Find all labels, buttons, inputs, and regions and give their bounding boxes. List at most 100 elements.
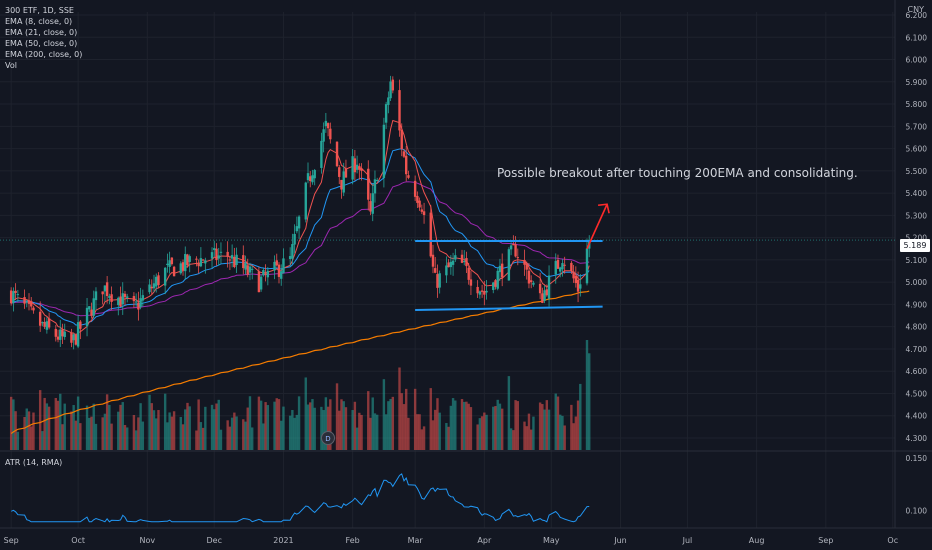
candle-body (139, 298, 142, 308)
volume-bar (101, 417, 104, 450)
ema200-line (10, 290, 590, 434)
volume-bar (23, 416, 26, 450)
volume-bar (288, 415, 292, 450)
candle-body (23, 297, 26, 304)
volume-bar (344, 407, 348, 450)
candle-body (543, 290, 546, 301)
candle-body (561, 263, 564, 270)
x-tick-label: Feb (346, 536, 360, 545)
volume-bar (529, 429, 533, 450)
volume-bar (235, 416, 238, 450)
volume-bar (226, 420, 229, 450)
volume-bar (16, 431, 20, 450)
candle-body (275, 260, 278, 266)
volume-bar (199, 422, 203, 450)
volume-bar (242, 419, 245, 450)
candle-body (210, 252, 214, 259)
legend-ema200[interactable]: EMA (200, close, 0) (5, 50, 83, 59)
candle-body (251, 268, 254, 270)
candle-body (123, 293, 127, 298)
candle-body (157, 275, 160, 286)
volume-bar (123, 425, 127, 450)
volume-bar (105, 394, 109, 450)
candle-body (405, 155, 408, 175)
candle-body (119, 296, 122, 307)
volume-bar (585, 340, 589, 450)
volume-bar (313, 407, 316, 450)
volume-bar (387, 401, 390, 450)
volume-bar (476, 424, 479, 450)
candle-body (72, 334, 75, 341)
volume-bar (400, 393, 403, 450)
candle-body (166, 263, 169, 266)
candle-body (32, 307, 35, 311)
candle-body (288, 256, 292, 260)
volume-bar (273, 401, 276, 450)
candle-body (47, 318, 51, 328)
candle-body (574, 275, 578, 284)
price-tick-label: 5.400 (906, 189, 928, 198)
volume-bar (59, 393, 62, 450)
volume-bar (329, 399, 332, 450)
volume-bar (54, 397, 57, 450)
candle-body (88, 306, 91, 310)
candle-body (27, 300, 31, 304)
atr-legend[interactable]: ATR (14, RMA) (5, 458, 63, 467)
candle-body (148, 284, 151, 293)
legend-volume[interactable]: Vol (5, 61, 17, 70)
volume-bar (509, 428, 513, 450)
volume-bar (391, 396, 395, 450)
candle-body (282, 258, 285, 273)
candle-body (70, 332, 73, 343)
candle-body (246, 265, 249, 275)
candle-body (320, 140, 323, 168)
volume-bar (429, 388, 432, 450)
candle-body (25, 301, 28, 303)
candle-body (150, 286, 153, 289)
candle-body (101, 291, 104, 295)
candle-body (61, 329, 64, 337)
candle-body (367, 168, 370, 200)
volume-bar (561, 415, 564, 450)
volume-bar (309, 402, 312, 450)
volume-bar (407, 417, 410, 450)
candle-body (201, 259, 205, 261)
volume-bar (525, 426, 528, 450)
candle-body (204, 260, 207, 264)
symbol-title[interactable]: 300 ETF, 1D, SSE (5, 6, 74, 15)
legend-ema21[interactable]: EMA (21, close, 0) (5, 28, 78, 37)
volume-bar (181, 424, 185, 450)
candle-body (480, 290, 484, 292)
price-tick-label: 5.500 (906, 167, 928, 176)
price-tick-label: 5.200 (906, 234, 928, 243)
volume-bar (449, 405, 453, 450)
candle-body (215, 248, 218, 261)
price-tick-label: 4.600 (906, 367, 928, 376)
candle-body (306, 173, 310, 181)
dividend-badge[interactable]: D (321, 431, 335, 445)
volume-bar (579, 383, 582, 450)
candle-body (59, 329, 62, 340)
volume-bar (485, 414, 488, 450)
volume-bar (358, 412, 361, 450)
candle-body (478, 291, 482, 295)
legend-ema50[interactable]: EMA (50, close, 0) (5, 39, 78, 48)
candle-body (262, 270, 265, 276)
last-price-tag: 5.189 (900, 239, 930, 252)
legend-ema8[interactable]: EMA (8, close, 0) (5, 17, 73, 26)
breakout-arrowhead (597, 203, 610, 214)
candle-body (244, 263, 247, 270)
volume-bar (41, 431, 44, 450)
x-tick-label: Dec (207, 536, 222, 545)
volume-bar (523, 421, 526, 450)
candle-body (384, 104, 388, 123)
candle-body (217, 255, 220, 259)
x-tick-label: Sep (818, 536, 833, 545)
currency-label[interactable]: CNY (907, 5, 924, 14)
candle-body (400, 129, 403, 150)
annotation-text[interactable]: Possible breakout after touching 200EMA … (497, 166, 858, 180)
candle-body (94, 291, 98, 301)
candle-body (338, 167, 341, 177)
candle-body (492, 282, 495, 291)
